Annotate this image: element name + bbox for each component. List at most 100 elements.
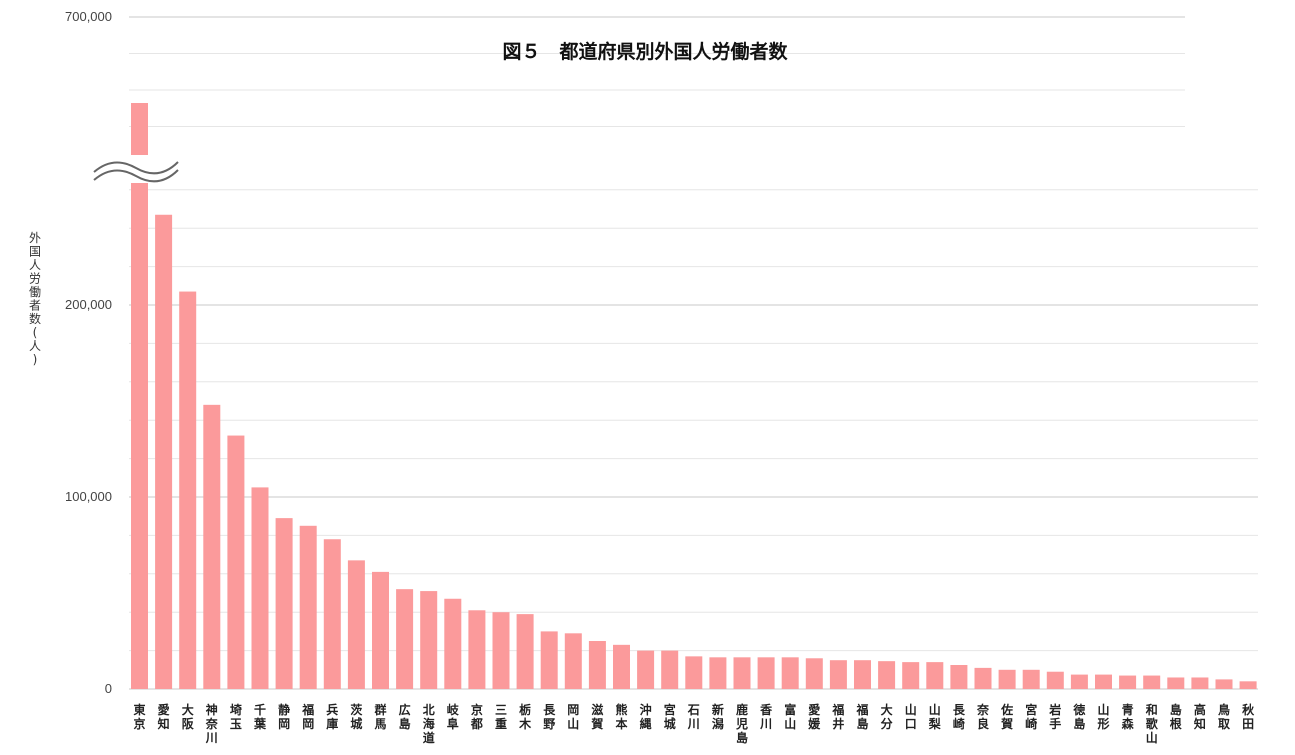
bar	[179, 291, 197, 689]
category-label: 福島	[855, 702, 868, 731]
bar	[829, 660, 847, 689]
bar	[661, 650, 679, 689]
bar	[492, 612, 510, 689]
axis-break	[92, 157, 180, 183]
bar	[227, 435, 245, 689]
bar	[540, 631, 558, 689]
gridlines	[129, 16, 1258, 690]
bar	[275, 518, 293, 689]
bar	[131, 183, 148, 689]
bar	[637, 650, 655, 689]
bar	[468, 610, 486, 689]
bar	[251, 487, 269, 689]
bar	[1239, 681, 1257, 689]
bar	[420, 591, 438, 689]
bar	[372, 571, 389, 689]
y-tick-label: 100,000	[65, 489, 112, 504]
category-label: 愛媛	[807, 702, 821, 731]
bar	[588, 641, 606, 689]
bar	[203, 404, 221, 689]
bar	[1143, 675, 1161, 689]
category-label: 徳島	[1072, 702, 1085, 731]
category-label: 長野	[543, 702, 556, 731]
chart-title: 図５ 都道府県別外国人労働者数	[502, 40, 788, 63]
category-label: 千葉	[253, 702, 267, 731]
category-label: 兵庫	[326, 702, 338, 731]
bar	[1119, 675, 1137, 689]
category-label: 福岡	[301, 702, 314, 731]
category-label: 静岡	[278, 702, 290, 731]
bar	[1191, 677, 1209, 689]
bar	[1070, 674, 1088, 689]
bar	[974, 667, 992, 689]
y-tick-label: 700,000	[65, 9, 112, 24]
category-label: 長崎	[953, 702, 966, 731]
bar	[709, 657, 727, 689]
category-label: 広島	[399, 702, 411, 731]
category-label: 宮崎	[1025, 702, 1037, 731]
bar	[950, 665, 968, 689]
bar	[323, 539, 341, 689]
category-label: 新潟	[712, 702, 724, 731]
category-label: 山梨	[928, 702, 941, 731]
bar	[1215, 679, 1233, 689]
category-label: 青森	[1122, 702, 1135, 731]
category-label: 香川	[759, 702, 772, 731]
y-tick-label: 0	[105, 681, 112, 696]
bar	[733, 657, 751, 689]
category-label: 茨城	[350, 702, 362, 731]
category-label: 富山	[784, 702, 796, 731]
category-label: 福井	[831, 702, 844, 731]
category-label: 奈良	[976, 702, 990, 731]
y-axis-label: 外国人労働者数(人)	[29, 231, 41, 367]
bar	[685, 656, 703, 689]
bars	[131, 103, 1257, 689]
bar	[902, 662, 920, 689]
category-label: 鳥取	[1218, 702, 1230, 731]
category-label: 東京	[133, 702, 145, 731]
bar	[757, 657, 775, 689]
category-label: 岐阜	[447, 702, 460, 731]
category-label: 京都	[470, 702, 483, 731]
category-label: 愛知	[157, 702, 170, 731]
bar	[878, 661, 896, 689]
bar	[613, 644, 630, 689]
bar	[299, 525, 317, 689]
category-labels: 東京愛知大阪神奈川埼玉千葉静岡福岡兵庫茨城群馬広島北海道岐阜京都三重栃木長野岡山…	[133, 702, 1255, 745]
category-label: 滋賀	[590, 702, 603, 731]
category-label: 大分	[881, 702, 893, 731]
category-label: 大阪	[182, 702, 195, 731]
bar	[516, 614, 534, 689]
bar	[444, 598, 462, 689]
category-label: 山形	[1097, 702, 1109, 731]
bar	[926, 662, 944, 689]
category-label: 沖縄	[640, 702, 652, 731]
category-label: 栃木	[518, 702, 532, 731]
break-line	[93, 169, 179, 183]
bar	[781, 657, 799, 689]
category-label: 岩手	[1048, 702, 1061, 731]
category-label: 熊本	[615, 702, 627, 731]
category-label: 和歌山	[1145, 702, 1159, 745]
category-label: 北海道	[423, 702, 435, 745]
bar	[155, 214, 173, 689]
category-label: 石川	[687, 703, 700, 731]
category-label: 秋田	[1242, 702, 1255, 731]
bar	[805, 658, 823, 689]
category-label: 佐賀	[1000, 702, 1013, 731]
category-label: 埼玉	[230, 702, 242, 731]
bar	[1046, 671, 1064, 689]
y-axis: 0 100,000 200,000 700,000	[65, 9, 112, 696]
bar	[1095, 674, 1112, 689]
bar	[854, 660, 871, 689]
bar-top-segment	[131, 103, 148, 155]
category-label: 宮城	[664, 702, 676, 731]
category-label: 神奈川	[205, 702, 219, 745]
category-label: 高知	[1193, 702, 1206, 731]
break-line	[93, 161, 179, 175]
bar	[564, 633, 582, 689]
bar	[998, 669, 1016, 689]
bar	[396, 589, 414, 689]
category-label: 群馬	[373, 702, 386, 731]
